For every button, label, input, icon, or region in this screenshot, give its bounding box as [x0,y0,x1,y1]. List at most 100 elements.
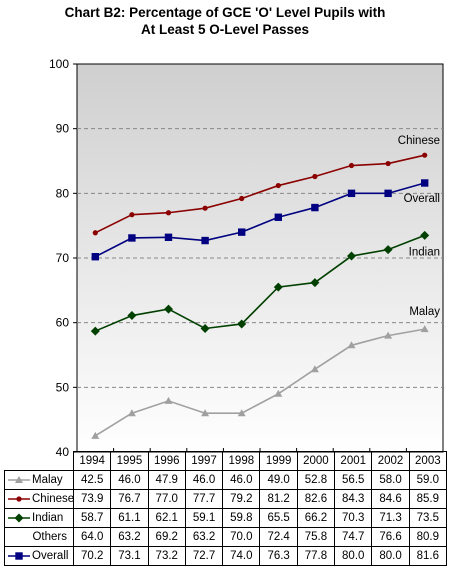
point-malay-2001 [347,341,356,349]
table-row-indian: Indian 58.7 61.1 62.1 59.1 59.8 65.5 66.2 70.3 71… [4,508,448,528]
data-label-indian-1997: 59.1 [184,508,224,528]
x-tick-label-1999: 1999 [259,451,298,471]
data-label-indian-1996: 62.1 [147,508,186,528]
point-chinese-1998 [239,195,245,202]
chart-title-line-1: Chart B2: Percentage of GCE 'O' Level Pu… [64,5,386,20]
x-tick-label-2001: 2001 [334,451,373,471]
data-label-others-1995: 63.2 [110,527,149,547]
point-indian-1996 [164,304,173,314]
data-label-chinese-2000: 82.6 [296,489,336,509]
table-row-malay: Malay 42.5 46.0 47.9 46.0 46.0 49.0 52.8 56.5 58.… [4,470,448,490]
x-tick-label-2003: 2003 [408,451,448,471]
data-label-overall-2003: 81.6 [408,546,448,566]
x-tick-label-2002: 2002 [371,451,410,471]
x-tick-label-1995: 1995 [110,451,149,471]
data-label-malay-2003: 59.0 [408,470,448,490]
point-indian-1998 [237,319,247,329]
data-label-malay-1996: 47.9 [147,470,186,490]
data-label-others-2002: 76.6 [371,527,410,547]
data-label-malay-2000: 52.8 [296,470,336,490]
y-tick-label-100: 100 [49,57,69,71]
data-label-indian-2001: 70.3 [334,508,373,528]
legend-key-overall [8,551,30,561]
table-corner [5,452,74,471]
table-header-row: 1994 1995 1996 1997 1998 1999 2000 2001 2002 2003 [5,451,448,471]
data-label-indian-1995: 61.1 [110,508,149,528]
data-label-indian-1999: 65.5 [259,508,298,528]
data-label-overall-1999: 76.3 [259,546,298,566]
y-tick-label-70: 70 [56,251,70,265]
data-label-others-1999: 72.4 [259,527,298,547]
point-overall-1995 [128,234,136,242]
data-label-chinese-2003: 85.9 [408,489,448,509]
legend-marker-malay [15,475,23,483]
data-label-others-2001: 74.7 [334,527,373,547]
legend-marker-overall [15,552,23,560]
series-line-indian [94,234,425,332]
point-chinese-1997 [202,205,208,211]
data-label-malay-2001: 56.5 [334,470,373,490]
data-label-overall-1998: 74.0 [222,546,261,566]
legend-label-indian: Indian [32,512,64,524]
x-tick-label-2000: 2000 [296,451,336,471]
series-lines [90,152,430,439]
y-tick-label-60: 60 [56,316,70,330]
data-label-indian-2002: 71.3 [371,508,410,528]
chart-title-line-2: At Least 5 O-Level Passes [140,22,310,37]
point-overall-2003 [421,179,429,187]
data-label-overall-1995: 73.1 [110,546,149,566]
legend-marker-chinese [16,496,22,502]
point-malay-1997 [201,409,210,417]
x-tick-label-1996: 1996 [147,451,186,471]
legend-entry-malay: Malay [4,470,74,490]
point-malay-2002 [384,331,393,339]
data-label-malay-2002: 58.0 [371,470,410,490]
data-label-others-2003: 80.9 [408,527,448,547]
point-overall-1997 [201,236,209,245]
data-label-others-2000: 75.8 [296,527,336,547]
legend-entry-others: Others [4,527,74,547]
series-label-chinese: Chinese [398,135,440,147]
series-label-malay: Malay [409,306,440,318]
legend-key-chinese [8,494,30,504]
point-overall-2000 [311,203,319,212]
data-label-chinese-2002: 84.6 [371,489,410,509]
data-table: 1994 1995 1996 1997 1998 1999 2000 2001 2002 2003… [4,451,448,566]
data-label-overall-1996: 73.2 [147,546,186,566]
table-row-overall: Overall 70.2 73.1 73.2 72.7 74.0 76.3 77.8 80.0 8… [4,546,448,566]
y-tick-label-90: 90 [56,122,70,136]
series-overall [91,179,429,261]
series-line-malay [94,328,425,437]
point-malay-2000 [310,365,319,373]
table-row-chinese: Chinese 73.9 76.7 77.0 77.7 79.2 81.2 82.6 84.3 8… [4,489,448,509]
data-label-indian-2003: 73.5 [408,508,448,528]
chart-title: Chart B2: Percentage of GCE 'O' Level Pu… [0,4,450,38]
data-label-overall-1997: 72.7 [184,546,224,566]
legend-key-indian [8,513,30,523]
legend-label-overall: Overall [32,550,69,562]
point-indian-1994 [90,326,100,336]
data-label-malay-1997: 46.0 [184,470,224,490]
table-row-others: Others 64.0 63.2 69.2 63.2 70.0 72.4 75.8 74.7 76… [4,527,448,547]
legend-label-chinese: Chinese [32,493,74,505]
point-malay-1994 [91,431,100,439]
series-chinese [92,152,428,236]
data-label-others-1996: 69.2 [147,527,186,547]
point-overall-2002 [384,189,392,198]
series-malay [91,325,429,439]
legend-entry-overall: Overall [4,546,74,566]
y-axis: 40 50 60 70 80 90 100 [49,57,407,459]
point-chinese-2000 [312,173,318,180]
series-label-overall: Overall [404,193,440,205]
x-tick-label-1994: 1994 [72,451,112,471]
y-tick-label-40: 40 [56,445,70,459]
point-chinese-1995 [129,212,135,218]
point-overall-1998 [238,228,246,236]
point-indian-2002 [383,245,393,255]
point-overall-1994 [91,253,99,261]
data-label-others-1998: 70.0 [222,527,261,547]
point-chinese-2002 [385,160,391,167]
y-tick-label-50: 50 [56,380,70,394]
data-label-malay-1995: 46.0 [110,470,149,490]
point-malay-1998 [237,409,246,417]
